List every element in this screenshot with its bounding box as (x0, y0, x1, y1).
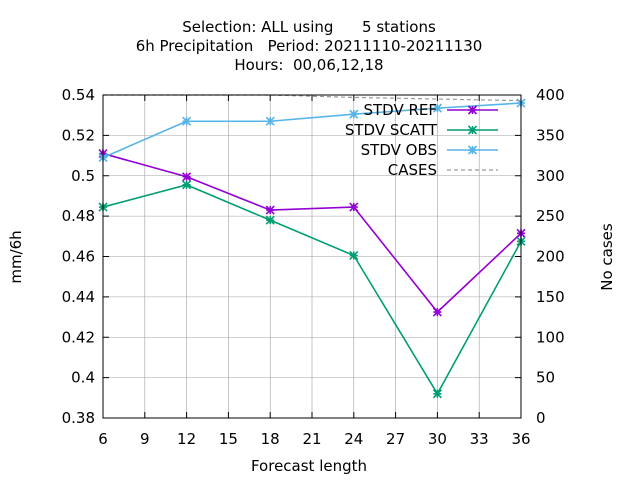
y2-axis-label: No cases (598, 223, 616, 291)
x-tick-label: 12 (177, 430, 196, 448)
y2-tick-label: 200 (536, 248, 565, 266)
y2-tick-label: 400 (536, 86, 565, 104)
legend-label-stdv-scatt: STDV SCATT (345, 121, 438, 139)
y-tick-label: 0.52 (62, 126, 95, 144)
y2-tick-label: 100 (536, 328, 565, 346)
y-tick-label: 0.46 (62, 248, 95, 266)
y-axis-label: mm/6h (7, 230, 25, 283)
x-axis-label: Forecast length (251, 457, 367, 475)
series-line-stdv-ref (102, 152, 522, 314)
y2-tick-label: 350 (536, 126, 565, 144)
y-tick-label: 0.54 (62, 86, 95, 104)
y2-tick-label: 300 (536, 167, 565, 185)
x-tick-label: 21 (302, 430, 321, 448)
title-line-1: Selection: ALL using 5 stations (182, 18, 436, 36)
legend-marker-stdv-obs (467, 145, 478, 155)
data-point-stdv-scatt (349, 250, 359, 261)
legend-label-stdv-obs: STDV OBS (361, 141, 437, 159)
data-point-stdv-obs (432, 103, 442, 113)
x-tick-label: 6 (98, 430, 108, 448)
data-point-stdv-scatt (182, 180, 192, 190)
data-point-stdv-obs (182, 116, 192, 126)
legend-label-cases: CASES (388, 161, 437, 179)
y-tick-label: 0.5 (71, 167, 95, 185)
x-tick-label: 15 (219, 430, 238, 448)
y2-tick-label: 50 (536, 369, 555, 387)
data-point-stdv-obs (349, 109, 359, 119)
series-line-stdv-obs (102, 102, 522, 159)
legend-label-stdv-ref: STDV REF (363, 101, 437, 119)
data-point-stdv-scatt (265, 215, 275, 225)
y2-tick-label: 0 (536, 409, 546, 427)
grid-lines (102, 94, 522, 419)
x-tick-label: 18 (261, 430, 280, 448)
data-point-stdv-obs (265, 116, 275, 126)
data-point-stdv-ref (349, 202, 359, 212)
tick-marks (102, 94, 522, 419)
legend-marker-stdv-ref (467, 105, 478, 115)
y2-tick-label: 250 (536, 207, 565, 225)
data-point-stdv-scatt (432, 389, 442, 399)
tick-labels: 6 9 12 15 18 21 24 27 30 33 36 0.38 0.4 0.42 0.44 0.46 0… (62, 86, 565, 448)
x-tick-label: 9 (140, 430, 150, 448)
y-tick-label: 0.38 (62, 409, 95, 427)
x-tick-label: 36 (511, 430, 530, 448)
y-tick-label: 0.48 (62, 207, 95, 225)
title-line-3: Hours: 00,06,12,18 (234, 56, 383, 74)
x-tick-label: 30 (428, 430, 447, 448)
x-tick-label: 27 (386, 430, 405, 448)
title-line-2: 6h Precipitation Period: 20211110-202111… (136, 37, 483, 55)
data-point-stdv-ref (182, 172, 192, 182)
data-point-stdv-ref (265, 205, 275, 215)
y-tick-label: 0.42 (62, 328, 95, 346)
legend-marker-stdv-scatt (467, 125, 478, 135)
y2-tick-label: 150 (536, 288, 565, 306)
x-tick-label: 24 (344, 430, 363, 448)
series-line-stdv-scatt (102, 183, 522, 396)
legend: STDV REF STDV SCATT STDV OBS CASES (345, 101, 498, 179)
data-point-stdv-ref (432, 307, 442, 317)
y-tick-label: 0.44 (62, 288, 95, 306)
x-tick-label: 33 (470, 430, 489, 448)
y-tick-label: 0.4 (71, 369, 95, 387)
